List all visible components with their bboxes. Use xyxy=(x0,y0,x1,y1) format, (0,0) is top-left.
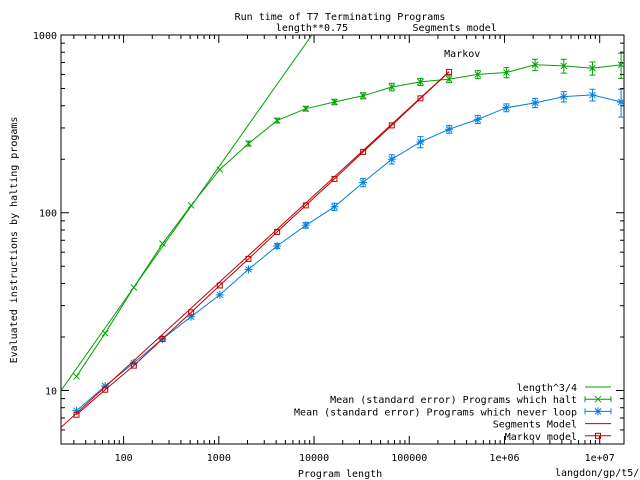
legend-swatch-caps-1 xyxy=(584,396,612,403)
y-axis-label: Evaluated instructions by halting progam… xyxy=(9,117,20,364)
x-tick-label-3: 100000 xyxy=(391,453,427,464)
series-1-point-5 xyxy=(216,166,224,173)
series-1-point-15 xyxy=(503,69,510,76)
x-tick-label-2: 10000 xyxy=(299,453,329,464)
series-4-point-8 xyxy=(302,202,309,209)
series-2-point-6 xyxy=(244,265,253,274)
series-2 xyxy=(72,88,624,415)
y-tick-label-2: 1000 xyxy=(33,31,57,42)
series-2-point-10 xyxy=(359,178,368,187)
series-2-point-19 xyxy=(617,97,624,106)
annotation-layer: length**0.75 Segments model Markov xyxy=(276,23,497,60)
series-2-point-18 xyxy=(588,90,597,99)
series-4-point-3 xyxy=(159,335,166,342)
series-2-point-11 xyxy=(387,155,396,164)
series-2-point-0 xyxy=(72,406,81,415)
series-1-point-1 xyxy=(101,329,109,337)
legend-label-3: Segments Model xyxy=(493,420,577,431)
annotation-1: Segments model xyxy=(413,23,497,34)
legend-swatch-caps-2 xyxy=(584,408,612,415)
series-2-point-1 xyxy=(101,381,110,390)
series-1-point-14 xyxy=(474,71,482,78)
series-1-line xyxy=(76,64,622,377)
series-1-point-18 xyxy=(589,64,596,72)
legend-label-2: Mean (standard error) Programs which nev… xyxy=(294,407,577,418)
series-2-point-4 xyxy=(187,312,196,321)
series-3 xyxy=(61,71,450,428)
series-4-point-0 xyxy=(73,411,80,418)
series-2-point-14 xyxy=(473,115,482,124)
x-tick-label-0: 100 xyxy=(115,453,133,464)
legend-label-0: length^3/4 xyxy=(517,383,577,394)
series-2-point-16 xyxy=(531,98,540,107)
series-4-point-10 xyxy=(360,148,367,155)
series-1-point-11 xyxy=(388,83,396,91)
series-2-point-12 xyxy=(416,138,425,147)
x-axis-label: Program length xyxy=(298,469,382,480)
series-1-point-19 xyxy=(617,61,624,69)
legend-label-1: Mean (standard error) Programs which hal… xyxy=(330,395,577,406)
series-2-point-8 xyxy=(301,221,310,230)
series-3-line xyxy=(61,71,450,428)
legend-marker-1 xyxy=(594,395,602,403)
series-1-point-3 xyxy=(159,240,166,248)
series-2-point-17 xyxy=(559,92,568,101)
series-1-point-0 xyxy=(73,373,80,380)
series-4-line xyxy=(76,71,450,416)
series-2-point-15 xyxy=(502,103,511,112)
series-1-point-10 xyxy=(359,92,367,100)
legend-marker-2 xyxy=(594,407,602,416)
series-4-point-6 xyxy=(245,255,252,262)
series-1-point-16 xyxy=(531,61,539,69)
chart-title: Run time of T7 Terminating Programs xyxy=(235,12,446,23)
series-4-point-7 xyxy=(274,228,281,235)
series-2-point-9 xyxy=(330,202,339,211)
series-1 xyxy=(73,52,624,380)
series-1-point-17 xyxy=(560,62,568,70)
footer-label: langdon/gp/t5/ xyxy=(555,468,639,479)
series-1-point-7 xyxy=(273,117,281,124)
series-4-point-2 xyxy=(130,362,137,369)
y-tick-label-0: 10 xyxy=(45,386,57,397)
series-1-point-9 xyxy=(331,98,338,106)
series-4-point-13 xyxy=(446,68,453,75)
series-1-point-13 xyxy=(445,75,453,83)
series-2-point-13 xyxy=(445,125,454,134)
y-tick-label-1: 100 xyxy=(39,209,57,220)
series-1-point-12 xyxy=(417,78,424,86)
axes: 100 1000 10000 100000 1e+06 1e+07 10 100 1000 xyxy=(33,31,624,464)
series-4-point-4 xyxy=(188,309,195,316)
series-1-errorbar-19 xyxy=(618,52,624,79)
annotation-2: Markov xyxy=(444,49,480,60)
legend-label-4: Markov model xyxy=(505,432,577,443)
series-2-point-7 xyxy=(273,242,282,250)
series-1-point-2 xyxy=(130,284,138,291)
series-1-point-8 xyxy=(302,105,310,113)
series-1-point-4 xyxy=(187,202,195,209)
series-4-point-12 xyxy=(417,95,424,102)
series-4-point-9 xyxy=(331,175,338,182)
x-tick-label-5: 1e+07 xyxy=(585,453,615,464)
annotation-0: length**0.75 xyxy=(276,23,348,34)
legend-marker-4 xyxy=(595,432,601,439)
series-layer xyxy=(61,35,624,428)
series-4 xyxy=(73,68,453,418)
x-tick-label-4: 1e+06 xyxy=(489,453,519,464)
series-2-line xyxy=(76,94,622,412)
series-4-point-5 xyxy=(216,282,223,289)
series-4-point-1 xyxy=(102,386,109,393)
series-4-point-11 xyxy=(388,122,395,129)
series-1-point-6 xyxy=(245,140,252,147)
series-2-point-5 xyxy=(215,290,224,299)
x-tick-label-1: 1000 xyxy=(207,453,231,464)
